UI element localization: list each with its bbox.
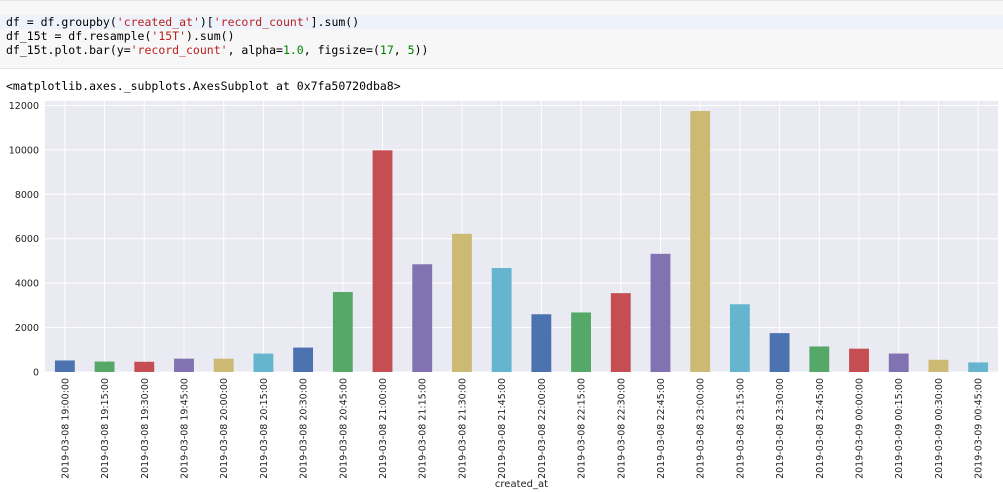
- y-tick-label: 0: [33, 368, 39, 379]
- code-string: 'created_at': [116, 15, 200, 29]
- x-tick-label: 2019-03-08 21:30:00: [457, 378, 468, 479]
- x-tick-label: 2019-03-08 22:15:00: [577, 378, 588, 479]
- x-tick-label: 2019-03-08 22:00:00: [537, 378, 548, 479]
- plot-area: [45, 101, 998, 372]
- x-tick-label: 2019-03-08 21:00:00: [378, 378, 389, 479]
- bar: [809, 346, 830, 372]
- code-text: ).sum(): [186, 29, 235, 43]
- bar: [213, 358, 234, 372]
- x-tick-label: 2019-03-09 00:45:00: [974, 378, 985, 479]
- x-tick-label: 2019-03-08 23:00:00: [696, 378, 707, 479]
- code-text: df = df.groupby(: [6, 15, 117, 29]
- y-tick-label: 4000: [15, 279, 39, 290]
- bar: [54, 360, 75, 372]
- code-line-1[interactable]: df = df.groupby('created_at')['record_co…: [0, 15, 1003, 29]
- bar: [729, 304, 750, 372]
- bar: [849, 348, 869, 372]
- bar: [690, 110, 711, 372]
- x-tick-label: 2019-03-08 23:45:00: [815, 378, 826, 479]
- code-text: ,: [393, 43, 408, 57]
- code-line-3[interactable]: df_15t.plot.bar(y='record_count', alpha=…: [6, 43, 428, 57]
- x-tick-label: 2019-03-08 19:15:00: [100, 378, 111, 479]
- code-number: 17: [379, 43, 394, 57]
- code-text: , figsize=(: [303, 43, 380, 57]
- bar: [412, 264, 433, 372]
- bar: [253, 353, 274, 372]
- x-tick-label: 2019-03-09 00:00:00: [855, 378, 866, 479]
- x-tick-label: 2019-03-08 22:45:00: [656, 378, 667, 479]
- x-tick-label: 2019-03-08 21:15:00: [418, 378, 429, 479]
- y-tick-label: 12000: [9, 101, 39, 112]
- code-string: 'record_count': [213, 15, 311, 29]
- bar: [452, 233, 472, 372]
- bar: [650, 253, 671, 372]
- code-string: '15T': [151, 29, 187, 43]
- code-text: )): [414, 43, 429, 57]
- x-tick-label: 2019-03-08 19:00:00: [60, 378, 71, 479]
- code-number: 5: [407, 43, 415, 57]
- x-tick-label: 2019-03-08 23:15:00: [735, 378, 746, 479]
- output-repr-text: <matplotlib.axes._subplots.AxesSubplot a…: [6, 79, 401, 93]
- code-line-2[interactable]: df_15t = df.resample('15T').sum(): [6, 29, 235, 43]
- x-tick-label: 2019-03-08 20:15:00: [259, 378, 270, 479]
- x-tick-label: 2019-03-08 20:00:00: [219, 378, 230, 479]
- y-tick-label: 6000: [15, 234, 39, 245]
- bar: [610, 293, 631, 372]
- bar: [769, 333, 790, 372]
- bar: [332, 292, 353, 372]
- bar-chart: 0 2000 4000 6000 8000 10000 12000 2019-03-08 19…: [9, 101, 998, 490]
- code-text: , alpha=: [227, 43, 283, 57]
- bar: [94, 361, 115, 372]
- code-text: df_15t.plot.bar(y=: [6, 43, 131, 57]
- y-tick-label: 2000: [15, 323, 39, 334]
- code-string: 'record_count': [130, 43, 228, 57]
- x-tick-label: 2019-03-08 23:30:00: [775, 378, 786, 479]
- x-tick-label: 2019-03-08 20:45:00: [338, 378, 349, 479]
- bar: [888, 353, 909, 372]
- bar: [968, 362, 989, 372]
- bar: [531, 314, 552, 372]
- bar: [928, 359, 949, 372]
- y-tick-label: 10000: [9, 145, 39, 156]
- x-axis-label: created_at: [495, 479, 548, 490]
- bar: [293, 347, 314, 372]
- x-tick-label: 2019-03-08 19:45:00: [179, 378, 190, 479]
- bar: [571, 312, 591, 372]
- code-text: ].sum(): [310, 15, 360, 29]
- code-text: )[: [199, 15, 214, 29]
- x-tick-label: 2019-03-08 19:30:00: [140, 378, 151, 479]
- x-tick-label: 2019-03-09 00:30:00: [934, 378, 945, 479]
- bar: [491, 268, 512, 372]
- code-number: 1.0: [282, 43, 304, 57]
- x-tick-label: 2019-03-08 20:30:00: [299, 378, 310, 479]
- bar: [174, 358, 194, 372]
- x-tick-label: 2019-03-08 21:45:00: [497, 378, 508, 479]
- code-text: df_15t = df.resample(: [6, 29, 152, 43]
- code-cell[interactable]: df = df.groupby('created_at')['record_co…: [0, 0, 1003, 69]
- bar: [134, 361, 155, 372]
- x-tick-label: 2019-03-09 00:15:00: [894, 378, 905, 479]
- y-tick-label: 8000: [15, 190, 39, 201]
- bar: [372, 150, 393, 372]
- x-tick-label: 2019-03-08 22:30:00: [616, 378, 627, 479]
